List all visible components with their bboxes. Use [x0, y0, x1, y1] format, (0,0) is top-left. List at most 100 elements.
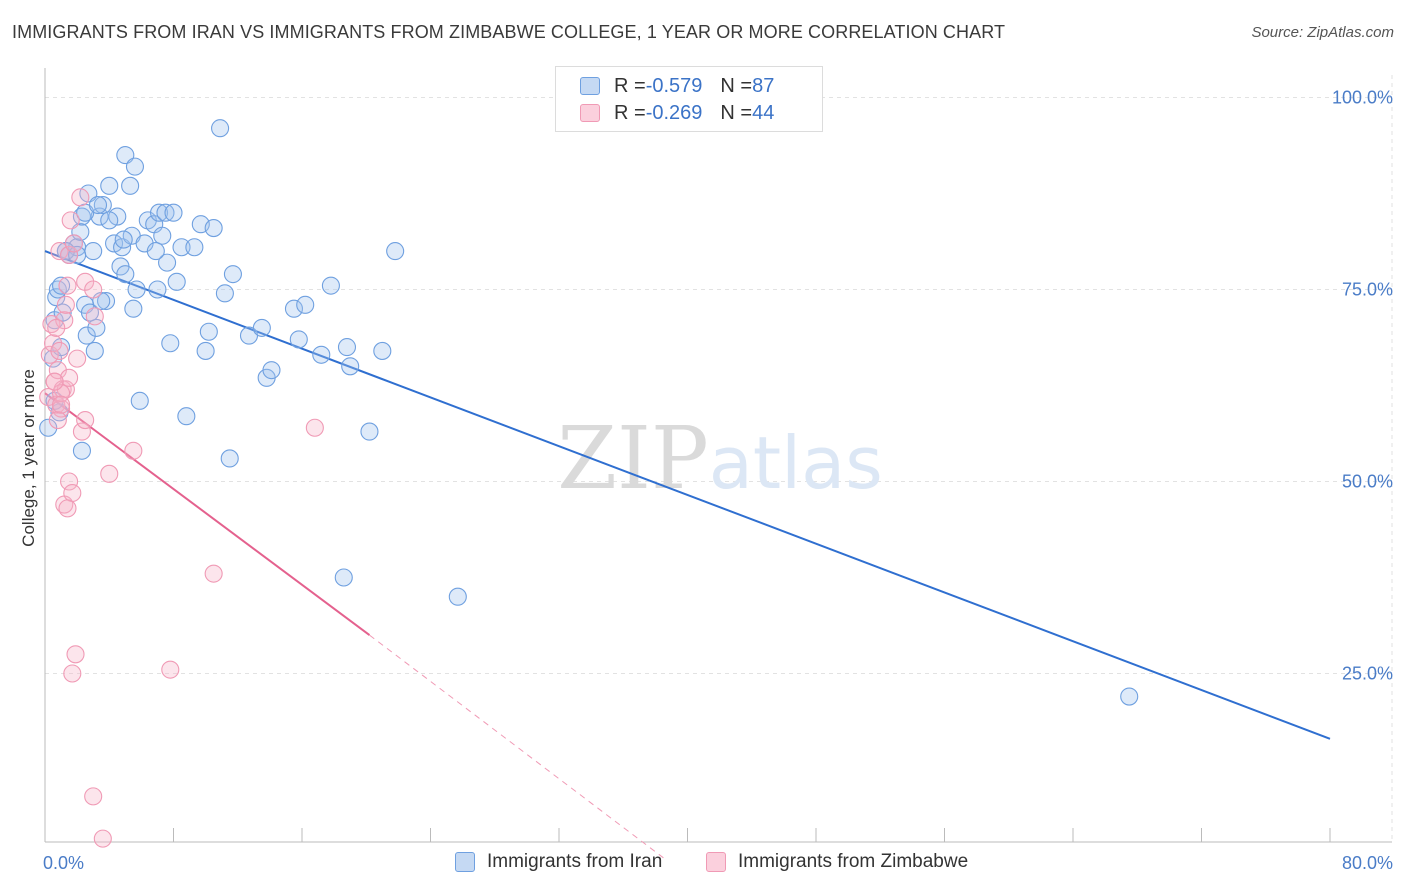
grid-lines	[45, 75, 1393, 842]
point-zimbabwe	[64, 234, 83, 253]
point-zimbabwe	[58, 276, 77, 295]
point-zimbabwe	[56, 295, 75, 314]
n-value: 44	[752, 101, 775, 124]
point-iran	[149, 203, 169, 222]
point-zimbabwe	[48, 411, 67, 430]
point-iran	[167, 272, 186, 291]
trend-line-iran	[44, 250, 1331, 740]
point-iran	[296, 295, 315, 314]
point-zimbabwe	[100, 464, 119, 483]
point-zimbabwe	[68, 349, 87, 368]
bottom-legend-zimbabwe: Immigrants from Zimbabwe	[706, 851, 968, 873]
iran-swatch	[455, 852, 475, 872]
point-iran	[88, 195, 108, 215]
point-zimbabwe	[85, 307, 104, 326]
point-iran	[148, 280, 167, 299]
point-iran	[161, 334, 180, 353]
point-iran	[341, 357, 360, 376]
point-iran	[47, 288, 66, 307]
point-iran	[130, 391, 149, 410]
trend-line-zimbabwe	[44, 392, 371, 636]
watermark-atlas: atlas	[709, 421, 883, 505]
r-value: -0.269	[645, 101, 703, 124]
point-iran	[125, 157, 144, 176]
trend-lines	[44, 250, 1331, 859]
n-value: 87	[752, 74, 775, 97]
point-iran	[124, 299, 143, 318]
point-zimbabwe	[60, 368, 79, 387]
point-iran	[158, 253, 177, 272]
point-zimbabwe	[47, 318, 66, 337]
point-zimbabwe	[305, 418, 324, 437]
point-iran	[262, 361, 281, 380]
point-iran	[164, 203, 183, 222]
point-iran	[39, 418, 58, 437]
point-iran	[72, 441, 91, 460]
point-iran	[172, 238, 191, 257]
bottom-legend-iran: Immigrants from Iran	[455, 851, 662, 873]
point-iran	[220, 449, 239, 468]
point-iran	[360, 422, 379, 441]
point-zimbabwe	[66, 645, 85, 664]
point-iran	[223, 265, 242, 284]
point-iran	[121, 176, 140, 195]
point-zimbabwe	[63, 483, 82, 503]
y-tick-label: 25.0%	[1342, 664, 1393, 684]
zimbabwe-swatch	[706, 852, 726, 872]
x-tick-label: 0.0%	[43, 853, 84, 873]
point-zimbabwe	[50, 242, 69, 261]
point-iran	[386, 242, 405, 261]
point-zimbabwe	[84, 280, 103, 299]
point-iran	[116, 265, 135, 284]
y-tick-label: 100.0%	[1332, 88, 1393, 108]
point-zimbabwe	[63, 664, 82, 683]
point-iran	[448, 587, 467, 606]
point-iran	[199, 322, 218, 341]
point-zimbabwe	[58, 499, 77, 518]
n-label: N =	[720, 74, 753, 97]
trend-line-zimbabwe-extension	[369, 634, 664, 859]
data-points	[39, 119, 1139, 848]
point-zimbabwe	[60, 472, 79, 491]
point-iran	[153, 226, 172, 245]
point-iran	[96, 291, 116, 311]
legend-label-zimbabwe: Immigrants from Zimbabwe	[738, 851, 969, 872]
watermark-zip: ZIP	[557, 409, 709, 509]
point-iran	[84, 242, 103, 261]
r-label: R =	[614, 101, 646, 124]
point-zimbabwe	[45, 372, 64, 391]
watermark: ZIPatlas	[557, 409, 883, 509]
point-iran	[252, 318, 271, 337]
point-iran	[177, 407, 196, 426]
point-iran	[1120, 687, 1139, 706]
legend-row-zimbabwe: R = -0.269 N = 44	[580, 100, 774, 126]
point-zimbabwe	[72, 422, 91, 441]
y-tick-label: 50.0%	[1342, 472, 1393, 492]
point-iran	[185, 238, 204, 257]
iran-swatch	[580, 77, 600, 95]
point-iran	[321, 276, 340, 295]
point-iran	[312, 345, 331, 364]
point-iran	[334, 568, 353, 587]
point-iran	[114, 230, 133, 249]
x-tick-label: 80.0%	[1342, 853, 1393, 873]
point-iran	[373, 341, 392, 360]
point-zimbabwe	[40, 345, 59, 364]
point-iran	[284, 299, 304, 318]
point-iran	[289, 330, 308, 349]
point-zimbabwe	[71, 188, 90, 207]
point-iran	[77, 326, 96, 345]
point-zimbabwe	[50, 341, 69, 360]
point-iran	[211, 119, 230, 138]
chart-title: IMMIGRANTS FROM IRAN VS IMMIGRANTS FROM …	[12, 22, 1006, 42]
y-tick-label: 75.0%	[1342, 280, 1393, 300]
stats-legend: R = -0.579 N = 87 R = -0.269 N = 44	[555, 66, 823, 132]
n-label: N =	[720, 101, 753, 124]
zimbabwe-swatch	[580, 104, 600, 122]
point-iran	[100, 211, 119, 230]
point-iran	[146, 242, 165, 261]
point-iran	[85, 341, 104, 360]
point-iran	[90, 207, 109, 226]
point-iran	[52, 276, 71, 295]
